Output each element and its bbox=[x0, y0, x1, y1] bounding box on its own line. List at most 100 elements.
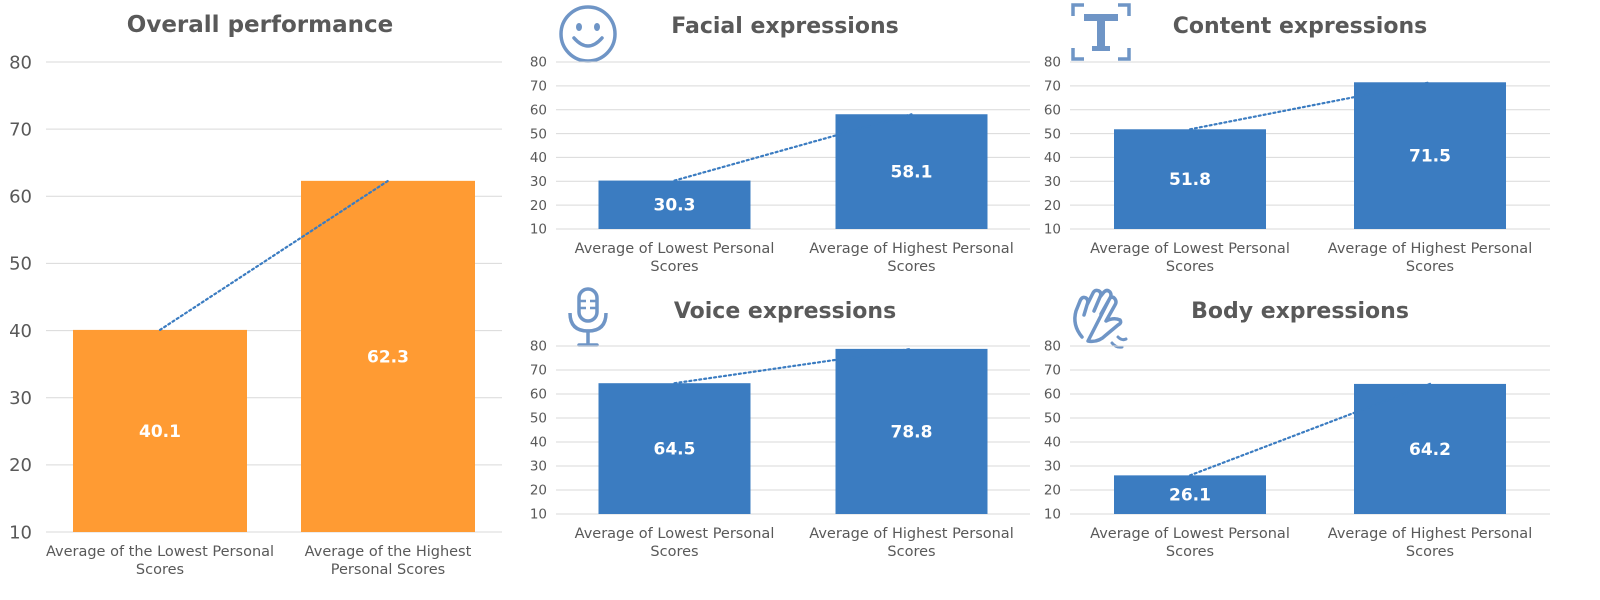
y-tick-label: 60 bbox=[530, 102, 547, 118]
x-tick-label: Average of Lowest Personal bbox=[1090, 241, 1290, 257]
y-tick-label: 50 bbox=[1044, 126, 1061, 142]
y-tick-label: 10 bbox=[530, 507, 547, 523]
chart-plot-area: 10 20 30 40 50 60 70 80 26.1 Average of Lowest Pe… bbox=[1044, 339, 1550, 560]
bar bbox=[1354, 82, 1506, 230]
text-t-icon bbox=[1070, 2, 1132, 62]
microphone-icon bbox=[564, 287, 612, 349]
y-tick-label: 10 bbox=[1044, 507, 1061, 523]
y-tick-label: 20 bbox=[1044, 483, 1061, 499]
x-tick-label: Average of Highest Personal bbox=[1328, 526, 1532, 542]
data-label: 26.1 bbox=[1169, 486, 1211, 506]
y-tick-label: 30 bbox=[1044, 459, 1061, 475]
x-tick-label: Scores bbox=[887, 259, 935, 275]
y-tick-label: 70 bbox=[530, 363, 547, 379]
bar bbox=[1354, 383, 1506, 514]
bar bbox=[835, 114, 988, 229]
data-label: 64.5 bbox=[654, 440, 696, 460]
x-tick-label: Average of the Lowest Personal bbox=[46, 544, 274, 560]
y-tick-label: 30 bbox=[9, 388, 32, 409]
y-tick-label: 40 bbox=[9, 321, 32, 342]
x-tick-label: Scores bbox=[1406, 544, 1454, 560]
data-label: 62.3 bbox=[367, 347, 409, 367]
chart-title: Facial expressions bbox=[671, 14, 899, 39]
chart-voice-expressions: Voice expressions 10 20 30 40 50 60 70 80 64.5 Av… bbox=[520, 285, 1040, 585]
y-tick-label: 60 bbox=[1044, 102, 1061, 118]
chart-facial-expressions: Facial expressions 10 20 30 40 50 60 70 80 30.3 A… bbox=[520, 0, 1040, 290]
y-tick-label: 70 bbox=[9, 119, 32, 140]
bar bbox=[1114, 129, 1266, 229]
data-label: 51.8 bbox=[1169, 170, 1211, 190]
y-tick-label: 20 bbox=[530, 198, 547, 214]
y-tick-label: 40 bbox=[1044, 150, 1061, 166]
data-label: 58.1 bbox=[891, 163, 933, 183]
y-tick-label: 50 bbox=[1044, 411, 1061, 427]
chart-plot-area: 10 20 30 40 50 60 70 80 40.1 Average of the Lowes… bbox=[9, 52, 502, 578]
data-label: 78.8 bbox=[891, 422, 933, 442]
y-tick-label: 30 bbox=[530, 459, 547, 475]
y-tick-label: 10 bbox=[1044, 222, 1061, 238]
y-tick-label: 70 bbox=[1044, 363, 1061, 379]
y-tick-label: 80 bbox=[1044, 339, 1061, 355]
x-tick-label: Average of Highest Personal bbox=[809, 526, 1013, 542]
x-tick-label: Scores bbox=[1166, 544, 1214, 560]
x-tick-label: Average of Lowest Personal bbox=[575, 526, 775, 542]
x-tick-label: Scores bbox=[1166, 259, 1214, 275]
bar bbox=[301, 180, 475, 533]
y-tick-label: 80 bbox=[9, 52, 32, 73]
y-tick-label: 40 bbox=[530, 150, 547, 166]
y-tick-label: 30 bbox=[1044, 174, 1061, 190]
chart-overall-performance: Overall performance 10 20 30 40 50 60 70 80 40.1… bbox=[0, 0, 520, 600]
y-tick-label: 20 bbox=[9, 455, 32, 476]
smiley-face-icon bbox=[558, 4, 618, 64]
chart-content-expressions: Content expressions 10 20 30 40 50 60 70 80 51.8… bbox=[1040, 0, 1600, 290]
bar bbox=[835, 348, 988, 514]
x-tick-label: Scores bbox=[650, 259, 698, 275]
x-tick-label: Scores bbox=[1406, 259, 1454, 275]
y-tick-label: 80 bbox=[530, 339, 547, 355]
y-tick-label: 70 bbox=[1044, 79, 1061, 95]
y-tick-label: 70 bbox=[530, 79, 547, 95]
x-tick-label: Personal Scores bbox=[331, 562, 445, 578]
y-tick-label: 20 bbox=[530, 483, 547, 499]
chart-plot-area: 10 20 30 40 50 60 70 80 64.5 Average of Lowest Pe… bbox=[530, 339, 1030, 560]
y-tick-label: 60 bbox=[530, 387, 547, 403]
chart-body-expressions: Body expressions 10 20 30 40 50 60 70 80 26.1 Ave… bbox=[1040, 285, 1600, 585]
y-tick-label: 20 bbox=[1044, 198, 1061, 214]
y-tick-label: 50 bbox=[530, 126, 547, 142]
data-label: 64.2 bbox=[1409, 440, 1451, 460]
chart-title: Content expressions bbox=[1172, 14, 1428, 39]
bar bbox=[598, 383, 751, 514]
x-tick-label: Average of Highest Personal bbox=[1328, 241, 1532, 257]
x-tick-label: Scores bbox=[887, 544, 935, 560]
x-tick-label: Average of Lowest Personal bbox=[1090, 526, 1290, 542]
data-label: 71.5 bbox=[1409, 147, 1451, 167]
chart-title: Body expressions bbox=[1191, 299, 1409, 324]
trendline bbox=[673, 113, 913, 182]
data-label: 30.3 bbox=[654, 196, 696, 216]
chart-plot-area: 10 20 30 40 50 60 70 80 51.8 Average of Lowest Pe… bbox=[1044, 55, 1550, 275]
trendline bbox=[673, 347, 913, 385]
y-tick-label: 30 bbox=[530, 174, 547, 190]
chart-title: Voice expressions bbox=[673, 299, 897, 324]
x-tick-label: Average of Highest Personal bbox=[809, 241, 1013, 257]
y-tick-label: 50 bbox=[530, 411, 547, 427]
y-tick-label: 40 bbox=[530, 435, 547, 451]
x-tick-label: Scores bbox=[650, 544, 698, 560]
x-tick-label: Average of the Highest bbox=[305, 544, 472, 560]
chart-title: Overall performance bbox=[126, 12, 394, 38]
trendline bbox=[158, 179, 390, 331]
chart-plot-area: 10 20 30 40 50 60 70 80 30.3 Average of Lowest Pe… bbox=[530, 55, 1030, 275]
y-tick-label: 10 bbox=[530, 222, 547, 238]
bar bbox=[1114, 475, 1266, 514]
y-tick-label: 10 bbox=[9, 522, 32, 543]
trendline bbox=[1188, 382, 1432, 477]
bar bbox=[598, 180, 751, 229]
y-tick-label: 60 bbox=[9, 187, 32, 208]
trendline bbox=[1188, 81, 1432, 131]
y-tick-label: 60 bbox=[1044, 387, 1061, 403]
y-tick-label: 80 bbox=[1044, 55, 1061, 71]
x-tick-label: Scores bbox=[136, 562, 184, 578]
y-tick-label: 80 bbox=[530, 55, 547, 71]
y-tick-label: 50 bbox=[9, 254, 32, 275]
bar bbox=[73, 329, 247, 532]
